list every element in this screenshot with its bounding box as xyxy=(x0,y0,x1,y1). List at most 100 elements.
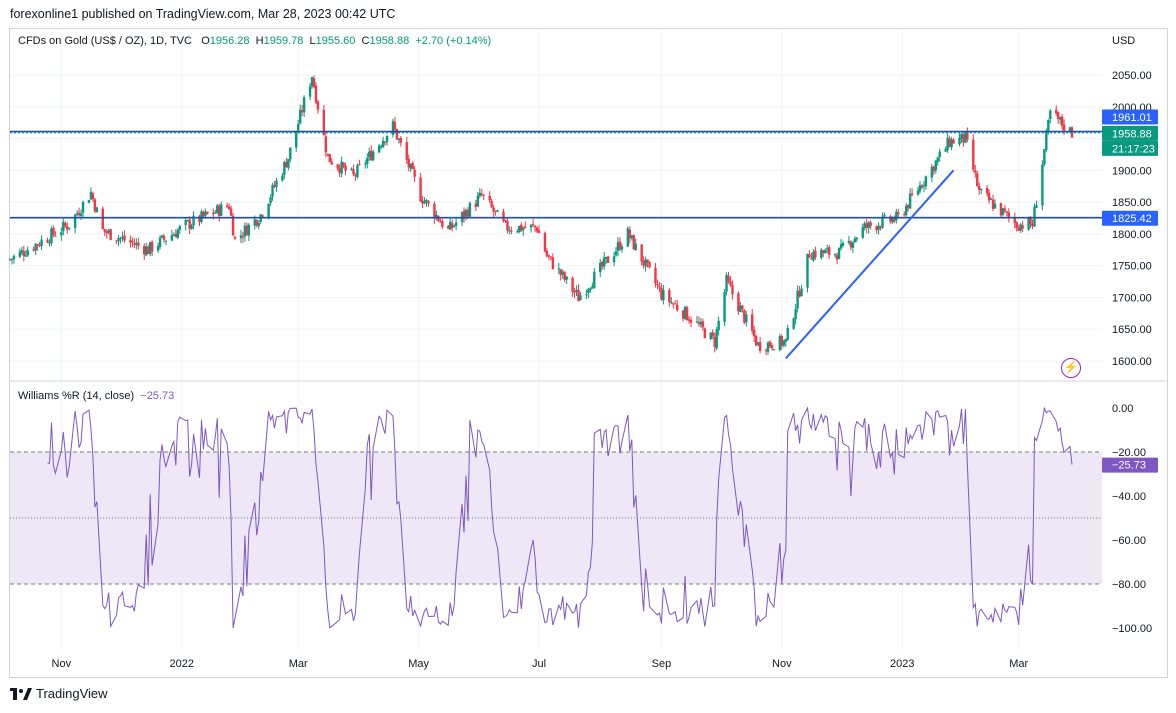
candle xyxy=(482,194,485,201)
open-label: O xyxy=(201,35,210,47)
candle xyxy=(435,210,438,221)
candle xyxy=(948,135,951,148)
candle xyxy=(573,287,576,298)
candle xyxy=(944,146,947,152)
price-tags: 1961.01 1958.88 21:17:23 1825.42 −25.73 xyxy=(1102,109,1158,473)
candle xyxy=(778,333,782,352)
candle xyxy=(792,317,795,330)
candle xyxy=(634,238,637,251)
candle xyxy=(754,334,758,347)
candle xyxy=(618,237,622,252)
wr-tick: −80.00 xyxy=(1112,579,1146,591)
candle xyxy=(283,160,286,180)
candle xyxy=(614,246,618,257)
candle xyxy=(273,181,276,189)
candle xyxy=(336,163,339,172)
trendline xyxy=(785,169,955,360)
candle xyxy=(952,138,955,144)
candle xyxy=(50,226,53,246)
candle xyxy=(32,246,35,252)
candle xyxy=(399,135,403,147)
candle xyxy=(585,289,588,299)
candle xyxy=(820,247,823,260)
candle xyxy=(38,241,41,248)
candle xyxy=(715,326,718,351)
candle xyxy=(34,243,37,256)
candle xyxy=(752,325,756,343)
candle xyxy=(214,209,217,214)
candle xyxy=(287,159,290,171)
wr-tick: −20.00 xyxy=(1112,447,1146,459)
candle xyxy=(962,134,965,147)
candle xyxy=(143,243,146,261)
lightning-icon[interactable]: ⚡ xyxy=(1061,358,1081,378)
price-tick: 1750.00 xyxy=(1112,261,1152,273)
candle xyxy=(770,342,774,351)
candle xyxy=(328,154,331,163)
candle xyxy=(571,276,574,297)
candle xyxy=(737,291,740,315)
candle xyxy=(411,161,414,170)
candle xyxy=(269,194,272,207)
candle xyxy=(492,204,495,218)
candle xyxy=(606,255,610,263)
candle xyxy=(644,256,647,272)
candle xyxy=(893,215,896,224)
candle xyxy=(298,104,302,125)
candle xyxy=(26,246,29,258)
candle xyxy=(267,203,270,220)
candle xyxy=(271,182,274,201)
candle xyxy=(849,239,853,251)
candle xyxy=(190,223,193,230)
wr-tick: −60.00 xyxy=(1112,535,1146,547)
candle xyxy=(780,334,784,350)
candle xyxy=(662,284,665,305)
candle xyxy=(800,284,803,297)
candle xyxy=(589,287,592,293)
indicator-name: Williams %R (14, close) xyxy=(18,390,135,402)
candle xyxy=(496,209,499,212)
candle xyxy=(218,203,221,222)
candle xyxy=(670,297,673,305)
candle xyxy=(835,252,839,265)
candle xyxy=(826,244,829,254)
brand-name: TradingView xyxy=(36,686,108,701)
wr-axis: 0.00 −20.00 −40.00 −60.00 −80.00 −100.00 xyxy=(1112,403,1152,635)
tradingview-logo-icon xyxy=(10,687,32,700)
candle xyxy=(1055,105,1058,116)
candle xyxy=(685,305,689,321)
candle xyxy=(121,231,124,242)
candle xyxy=(385,135,389,146)
candle xyxy=(370,145,373,161)
lower-line-tag: 1825.42 xyxy=(1112,213,1152,225)
countdown-tag-bg xyxy=(1102,140,1158,156)
candle xyxy=(976,170,979,187)
candle xyxy=(220,201,223,217)
candle xyxy=(668,287,671,307)
high-label: H xyxy=(255,35,264,47)
candle xyxy=(600,260,604,270)
candle xyxy=(295,130,298,152)
candle xyxy=(895,208,898,224)
candle xyxy=(206,211,209,215)
candle xyxy=(620,243,624,253)
candle xyxy=(881,212,884,229)
candle xyxy=(897,208,900,218)
indicator-legend: Williams %R (14, close) −25.73 xyxy=(18,390,174,402)
candle xyxy=(135,238,138,250)
candle xyxy=(247,223,251,241)
candle xyxy=(447,224,450,230)
open-value: 1956.28 xyxy=(209,35,250,47)
candle xyxy=(861,223,864,240)
currency-label: USD xyxy=(1112,35,1136,47)
candle xyxy=(656,279,659,290)
candle xyxy=(1035,200,1038,209)
candle xyxy=(77,207,81,217)
candle xyxy=(64,221,67,229)
time-tick: Sep xyxy=(652,658,672,670)
candle xyxy=(91,191,95,202)
candle xyxy=(561,269,564,279)
candle xyxy=(245,222,249,236)
footer: TradingView xyxy=(10,686,108,701)
